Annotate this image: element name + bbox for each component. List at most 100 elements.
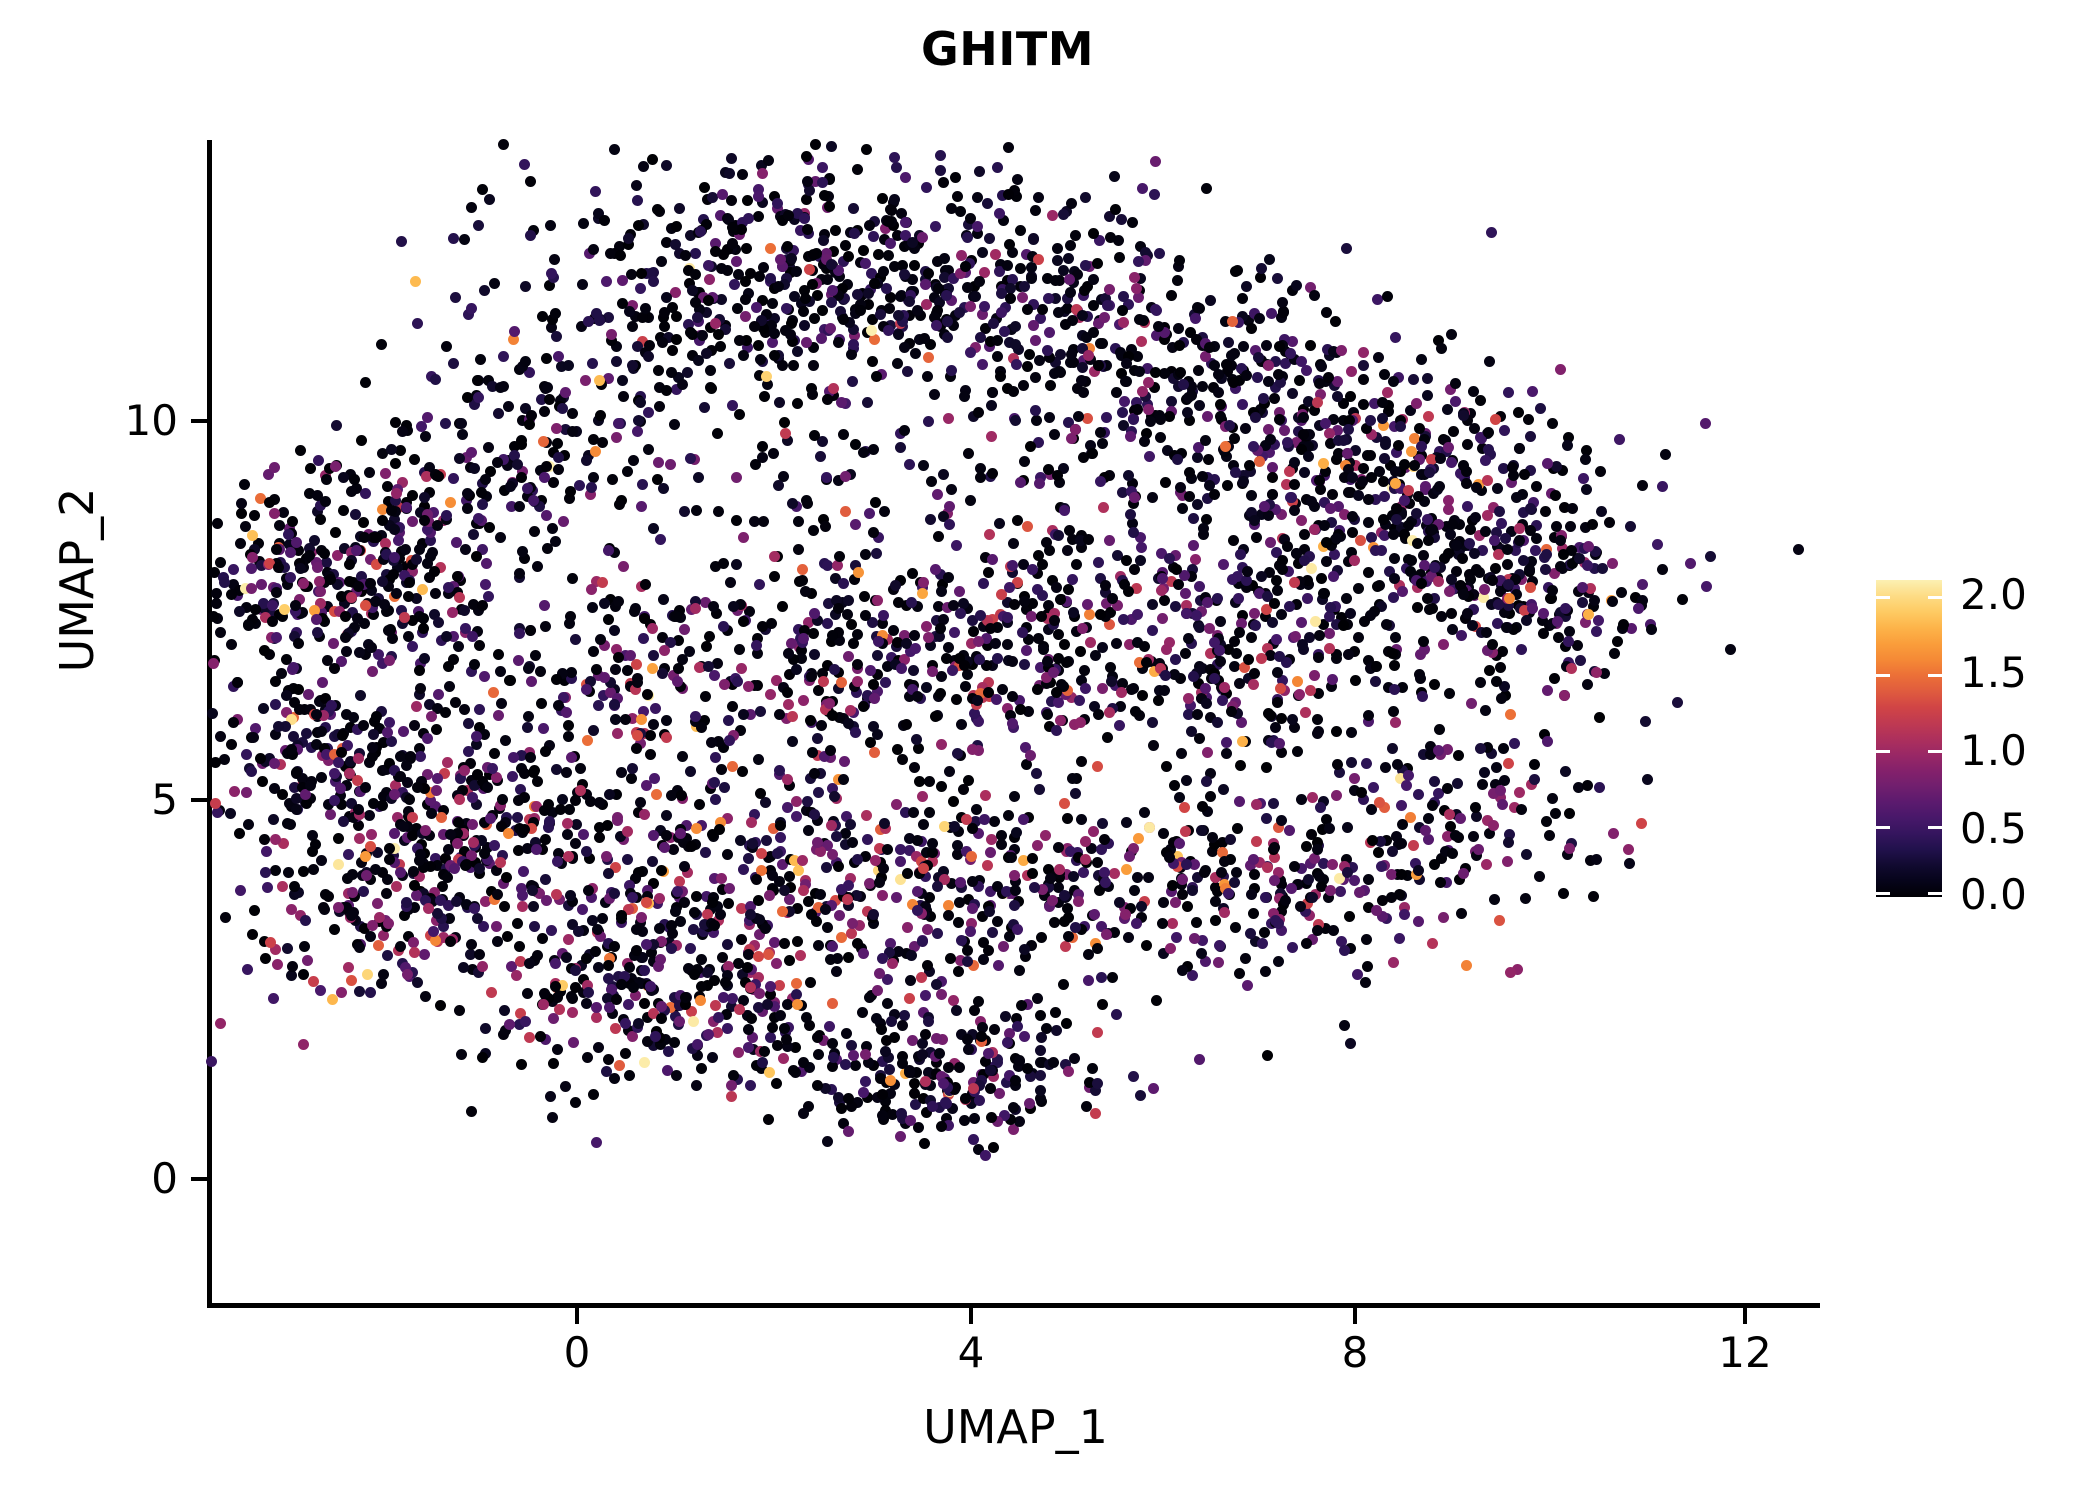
scatter-point bbox=[1315, 802, 1327, 814]
scatter-point bbox=[1433, 576, 1445, 587]
scatter-point bbox=[1092, 258, 1104, 270]
scatter-point bbox=[693, 304, 705, 316]
scatter-point bbox=[395, 236, 407, 248]
scatter-point bbox=[828, 663, 840, 675]
scatter-point bbox=[228, 717, 240, 729]
scatter-point bbox=[1200, 351, 1212, 363]
scatter-point bbox=[1007, 352, 1019, 364]
scatter-point bbox=[687, 349, 699, 361]
scatter-point bbox=[1611, 635, 1623, 647]
scatter-point bbox=[772, 198, 784, 210]
scatter-point bbox=[1539, 564, 1551, 576]
scatter-point bbox=[1129, 884, 1141, 896]
scatter-point bbox=[600, 276, 612, 288]
scatter-point bbox=[903, 309, 915, 321]
scatter-point bbox=[473, 949, 485, 961]
scatter-point bbox=[1123, 850, 1135, 862]
scatter-point bbox=[445, 496, 457, 508]
scatter-point bbox=[1389, 331, 1401, 343]
scatter-point bbox=[1079, 835, 1091, 847]
scatter-point bbox=[725, 194, 737, 206]
scatter-point bbox=[966, 902, 978, 914]
scatter-point bbox=[901, 719, 913, 731]
scatter-point bbox=[1163, 411, 1175, 423]
scatter-point bbox=[1343, 414, 1355, 426]
scatter-point bbox=[657, 337, 669, 349]
scatter-point bbox=[909, 1087, 921, 1099]
scatter-point bbox=[469, 463, 481, 475]
scatter-point bbox=[1049, 274, 1061, 286]
scatter-point bbox=[1375, 861, 1387, 873]
scatter-point bbox=[444, 680, 456, 692]
scatter-point bbox=[1290, 437, 1302, 449]
scatter-point bbox=[1609, 648, 1621, 660]
scatter-point bbox=[1505, 709, 1517, 721]
scatter-point bbox=[863, 220, 875, 232]
scatter-point bbox=[1034, 313, 1046, 325]
scatter-point bbox=[670, 286, 682, 298]
scatter-point bbox=[917, 588, 929, 600]
scatter-point bbox=[587, 433, 599, 445]
scatter-point bbox=[1230, 922, 1242, 934]
scatter-point bbox=[608, 941, 620, 953]
scatter-point bbox=[1079, 259, 1091, 271]
scatter-point bbox=[921, 923, 933, 935]
scatter-point bbox=[1389, 421, 1401, 432]
scatter-point bbox=[320, 473, 332, 485]
scatter-point bbox=[495, 665, 506, 677]
scatter-point bbox=[1088, 365, 1100, 377]
scatter-point bbox=[287, 960, 299, 972]
scatter-point bbox=[1369, 397, 1381, 409]
scatter-point bbox=[477, 544, 489, 556]
scatter-point bbox=[353, 986, 365, 998]
scatter-point bbox=[1579, 521, 1591, 533]
scatter-point bbox=[1395, 838, 1407, 850]
scatter-point bbox=[1155, 432, 1167, 444]
scatter-point bbox=[1558, 689, 1570, 701]
scatter-point bbox=[591, 1136, 603, 1148]
scatter-point bbox=[527, 494, 539, 506]
scatter-point bbox=[422, 508, 434, 520]
scatter-point bbox=[1125, 344, 1137, 356]
scatter-point bbox=[774, 831, 786, 843]
scatter-point bbox=[492, 649, 504, 661]
scatter-point bbox=[440, 630, 452, 642]
scatter-point bbox=[467, 528, 479, 540]
scatter-point bbox=[1349, 459, 1361, 471]
scatter-point bbox=[440, 341, 452, 353]
scatter-point bbox=[829, 225, 841, 237]
scatter-point bbox=[399, 543, 411, 555]
scatter-point bbox=[944, 953, 956, 965]
scatter-point bbox=[1161, 761, 1173, 773]
scatter-point bbox=[537, 932, 549, 944]
scatter-point bbox=[575, 762, 587, 774]
scatter-point bbox=[271, 587, 283, 599]
scatter-point bbox=[824, 322, 836, 334]
scatter-point bbox=[851, 628, 863, 640]
scatter-point bbox=[867, 909, 879, 921]
scatter-point bbox=[1377, 513, 1389, 525]
scatter-point bbox=[916, 1048, 928, 1060]
scatter-point bbox=[1580, 453, 1592, 465]
scatter-point bbox=[1378, 453, 1390, 464]
scatter-point bbox=[621, 826, 633, 838]
scatter-point bbox=[835, 305, 847, 317]
scatter-point bbox=[790, 810, 802, 822]
scatter-point bbox=[206, 1055, 218, 1067]
scatter-point bbox=[1299, 466, 1311, 478]
scatter-point bbox=[690, 1080, 702, 1092]
scatter-point bbox=[1660, 448, 1672, 460]
scatter-point bbox=[1387, 647, 1399, 659]
scatter-point bbox=[1386, 743, 1398, 755]
scatter-point bbox=[390, 880, 402, 892]
scatter-point bbox=[557, 793, 569, 805]
scatter-point bbox=[406, 566, 418, 578]
scatter-point bbox=[419, 824, 431, 836]
scatter-point bbox=[1231, 866, 1243, 878]
scatter-point bbox=[880, 1045, 892, 1057]
scatter-point bbox=[1438, 639, 1450, 651]
scatter-point bbox=[1031, 415, 1043, 427]
scatter-point bbox=[647, 153, 659, 165]
scatter-point bbox=[922, 1016, 934, 1028]
scatter-point bbox=[906, 949, 918, 961]
